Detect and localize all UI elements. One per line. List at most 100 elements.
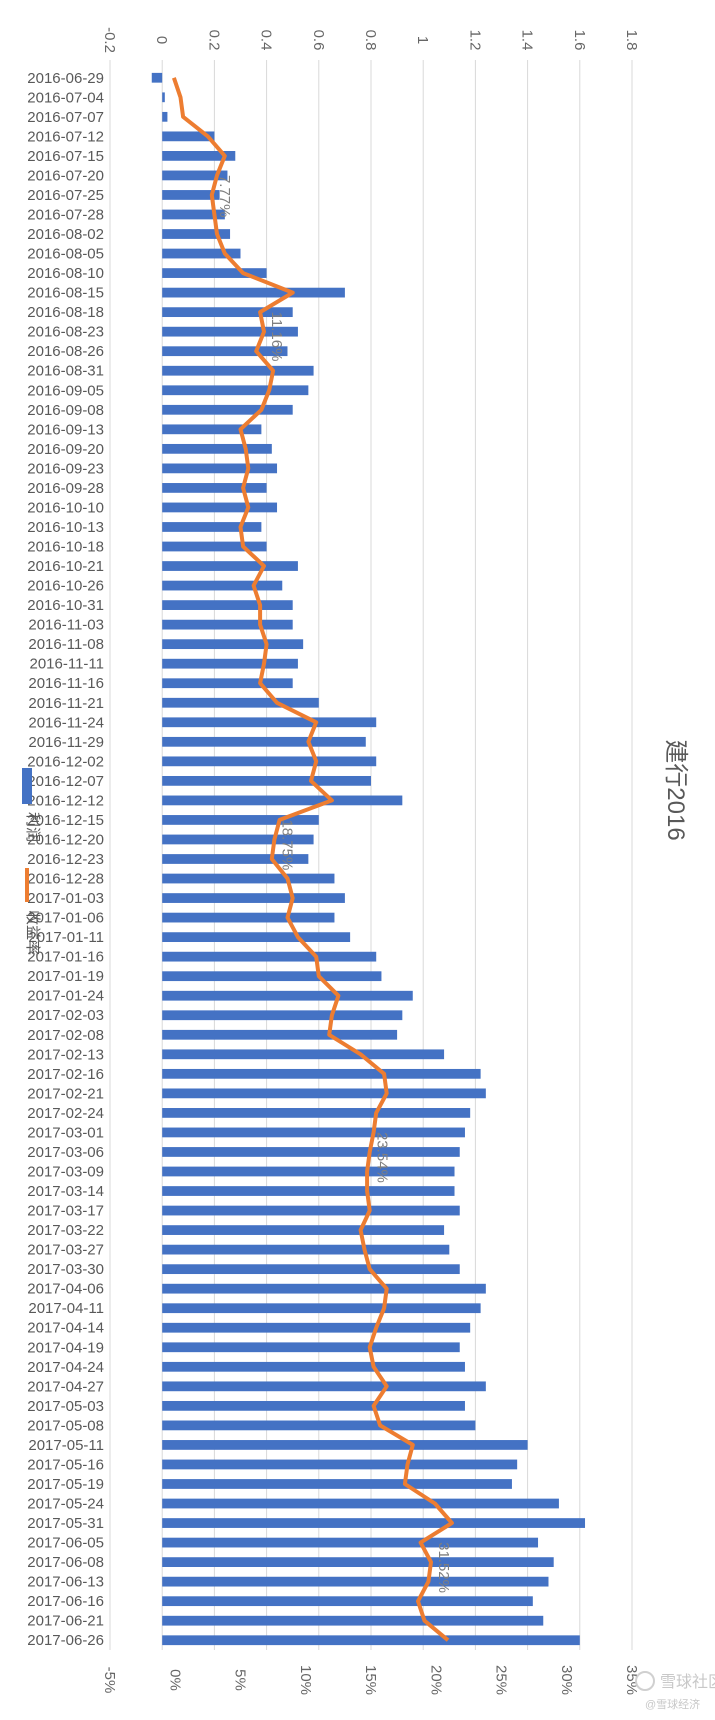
annotation-label: 31.52% [435, 1542, 452, 1593]
profit-bar [162, 893, 345, 903]
profit-bar [162, 151, 236, 161]
profit-bar [162, 502, 278, 513]
category-label: 2016-09-05 [27, 382, 104, 399]
profit-bar [162, 1557, 554, 1567]
category-label: 2017-03-30 [27, 1261, 104, 1278]
category-label: 2016-08-31 [27, 363, 104, 380]
profit-bar [162, 834, 314, 845]
left-axis-tick-label: 0.8 [362, 30, 379, 51]
profit-bar [162, 190, 220, 200]
profit-bar [162, 1537, 539, 1548]
watermark-subtext: @雪球经济 [645, 1697, 700, 1711]
profit-bar [162, 912, 335, 923]
category-label: 2017-06-26 [27, 1632, 104, 1649]
category-label: 2017-02-24 [27, 1105, 104, 1122]
profit-bar [162, 1342, 460, 1353]
profit-bar [162, 1186, 455, 1196]
grid-lines [109, 60, 633, 1650]
category-label: 2017-03-17 [27, 1203, 104, 1220]
profit-bar [151, 72, 163, 83]
profit-bar [162, 1361, 465, 1372]
profit-bar [162, 658, 298, 669]
legend-return-label: 收益率 [24, 910, 41, 955]
profit-bar [162, 1264, 460, 1275]
left-axis-tick-label: 1.4 [519, 30, 536, 51]
profit-bar [162, 1244, 450, 1255]
category-label: 2017-05-31 [27, 1515, 104, 1532]
category-label: 2017-03-27 [27, 1242, 104, 1259]
profit-bar [162, 873, 335, 884]
profit-bar [162, 1225, 445, 1235]
profit-bar [162, 580, 283, 591]
category-label: 2016-11-16 [28, 675, 104, 692]
profit-bar [162, 346, 288, 357]
category-label: 2017-03-22 [27, 1222, 104, 1239]
profit-bar [162, 307, 293, 318]
annotation-label: 11.16% [268, 312, 285, 362]
profit-bar [162, 522, 262, 532]
profit-bar [162, 971, 382, 982]
watermark-logo-icon [635, 1671, 655, 1691]
category-label: 2017-02-08 [27, 1027, 104, 1044]
left-axis-tick-label: 1 [414, 36, 431, 44]
legend: 利润 收益率 [22, 768, 41, 955]
profit-bar [162, 1420, 476, 1431]
profit-bar [162, 854, 309, 864]
chart-title: 建行2016 [662, 739, 689, 840]
category-label: 2016-12-12 [27, 792, 104, 809]
category-label: 2017-03-09 [27, 1163, 104, 1180]
legend-profit-swatch [22, 768, 32, 804]
category-label: 2017-05-16 [27, 1456, 104, 1473]
category-label: 2016-09-13 [27, 421, 104, 438]
category-label: 2017-04-24 [27, 1359, 104, 1376]
profit-bar [162, 1459, 518, 1470]
category-label: 2016-12-15 [27, 812, 104, 829]
profit-bar [162, 1166, 455, 1177]
profit-bar [162, 717, 377, 728]
category-label: 2016-12-23 [27, 851, 104, 868]
category-label: 2016-07-25 [27, 187, 104, 204]
category-label: 2016-07-20 [27, 167, 104, 184]
profit-bar [162, 639, 304, 650]
profit-bar [162, 1479, 512, 1489]
left-axis-tick-label: -0.2 [101, 27, 118, 53]
profit-bar [162, 1205, 460, 1216]
category-label: 2017-01-11 [28, 929, 104, 946]
right-axis-tick-label: 0% [166, 1669, 183, 1691]
left-axis-tick-label: 0.2 [205, 30, 222, 51]
profit-bar [162, 463, 278, 474]
profit-bar [162, 932, 351, 943]
right-axis-tick-label: 5% [232, 1669, 249, 1691]
profit-bar [162, 1147, 460, 1157]
category-label: 2017-06-21 [27, 1613, 104, 1630]
watermark: 雪球社区 @雪球经济 [635, 1671, 715, 1711]
category-label: 2016-12-28 [27, 871, 104, 888]
category-label: 2017-06-08 [27, 1554, 104, 1571]
profit-bar [162, 756, 377, 767]
left-axis-tick-label: 0.4 [258, 30, 275, 51]
category-label: 2016-11-11 [29, 656, 104, 673]
profit-bar [162, 1635, 580, 1646]
profit-bar [162, 111, 168, 122]
right-axis-tick-label: 30% [558, 1665, 575, 1695]
category-label: 2017-02-16 [27, 1066, 104, 1083]
category-label: 2016-10-18 [27, 539, 104, 556]
category-label: 2017-01-03 [27, 890, 104, 907]
profit-bar [162, 1127, 465, 1138]
profit-bar [162, 1440, 528, 1450]
left-axis-tick-label: 0 [153, 36, 170, 44]
category-label: 2017-06-13 [27, 1574, 104, 1591]
left-axis-tick-label: 1.2 [466, 30, 483, 51]
right-axis-tick-label: 15% [362, 1665, 379, 1695]
category-label: 2016-09-23 [27, 460, 104, 477]
category-label: 2016-10-10 [27, 499, 104, 516]
category-label: 2017-03-14 [27, 1183, 104, 1200]
profit-bar [162, 170, 228, 181]
category-label: 2016-09-20 [27, 441, 104, 458]
category-label: 2017-04-14 [27, 1320, 104, 1337]
profit-bar [162, 92, 165, 103]
category-axis-labels: 2016-06-29 2016-07-04 2016-07-07 2016-07-12… [27, 70, 104, 1649]
profit-bar [162, 990, 413, 1001]
profit-bar [162, 1088, 486, 1099]
